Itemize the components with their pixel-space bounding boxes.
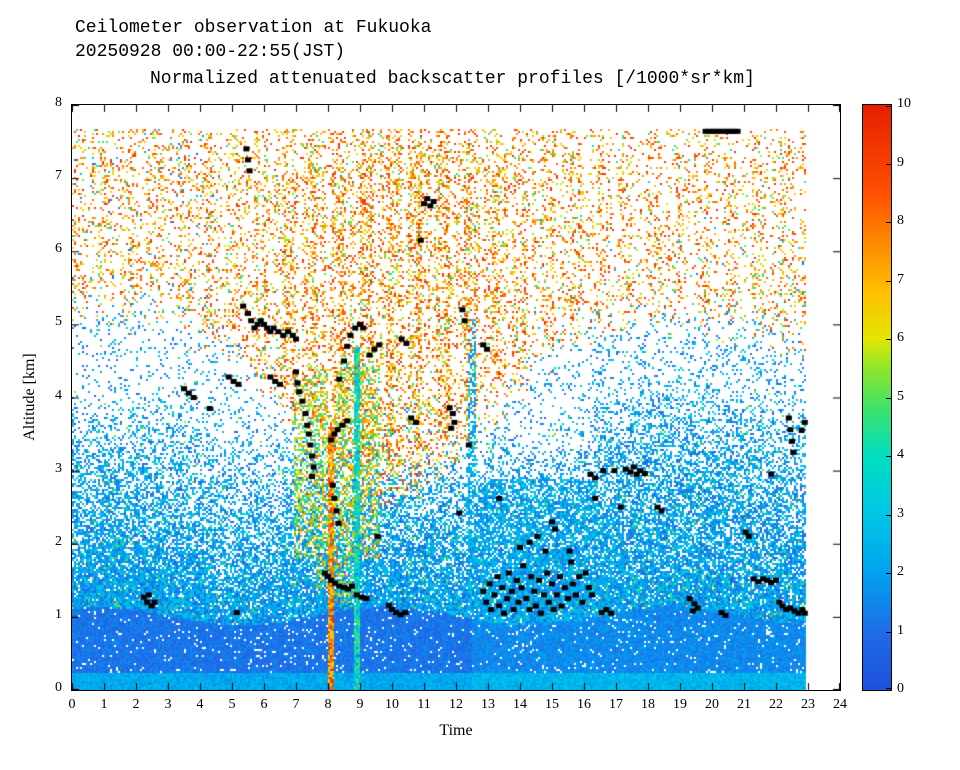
x-axis-label: Time: [439, 722, 473, 739]
x-tick-label: 6: [260, 697, 268, 712]
colorbar-tick-label: 6: [897, 330, 904, 345]
x-tick-label: 16: [577, 697, 591, 712]
x-tick-label: 23: [801, 697, 815, 712]
colorbar-tick-label: 4: [897, 447, 904, 462]
colorbar-tick-mark: [886, 456, 891, 457]
plot-title-line3: Normalized attenuated backscatter profil…: [150, 69, 755, 89]
y-tick-label: 3: [55, 460, 62, 476]
x-tick-label: 3: [164, 697, 172, 712]
colorbar-tick-mark: [886, 573, 891, 574]
x-tick-label: 7: [292, 697, 300, 712]
colorbar-tick-mark: [886, 688, 891, 689]
x-tick-label: 1: [100, 697, 108, 712]
colorbar-tick-label: 10: [897, 96, 911, 111]
x-tick-label: 18: [641, 697, 655, 712]
x-tick-label: 19: [673, 697, 687, 712]
x-tick-label: 21: [737, 697, 751, 712]
colorbar-tick-label: 7: [897, 271, 904, 287]
backscatter-heatmap-canvas: [71, 104, 841, 691]
colorbar-tick-mark: [886, 397, 891, 399]
plot-title-line1: Ceilometer observation at Fukuoka: [75, 18, 432, 38]
colorbar-tick-label: 2: [897, 564, 904, 579]
x-tick-label: 2: [132, 697, 140, 712]
y-tick-label: 8: [55, 95, 62, 110]
colorbar-tick-label: 1: [897, 622, 904, 638]
colorbar-tick-label: 9: [897, 154, 904, 170]
x-tick-label: 8: [324, 697, 332, 712]
y-tick-label: 1: [55, 606, 62, 622]
colorbar-tick-label: 5: [897, 388, 904, 404]
y-tick-label: 2: [55, 533, 62, 549]
x-tick-label: 14: [513, 697, 527, 712]
colorbar-tick-mark: [886, 280, 891, 282]
colorbar-tick-mark: [886, 339, 891, 340]
colorbar-tick-mark: [886, 631, 891, 633]
x-tick-label: 20: [705, 697, 719, 712]
x-tick-label: 15: [545, 697, 559, 712]
colorbar-tick-mark: [886, 514, 891, 516]
colorbar-tick-label: 3: [897, 505, 904, 521]
y-tick-label: 4: [55, 387, 62, 403]
y-tick-label: 5: [55, 314, 62, 330]
colorbar-tick-mark: [886, 222, 891, 223]
colorbar-tick-label: 0: [897, 681, 904, 696]
x-tick-label: 17: [609, 697, 623, 712]
x-tick-label: 9: [356, 697, 364, 712]
x-tick-label: 22: [769, 697, 783, 712]
plot-title-line2: 20250928 00:00-22:55(JST): [75, 42, 346, 62]
x-tick-label: 5: [228, 697, 236, 712]
y-tick-label: 0: [55, 680, 62, 695]
colorbar-tick-mark: [886, 106, 891, 107]
x-tick-label: 4: [196, 697, 204, 712]
x-tick-label: 11: [417, 697, 431, 712]
x-tick-label: 12: [449, 697, 463, 712]
colorbar-tick-label: 8: [897, 213, 904, 228]
y-tick-label: 7: [55, 168, 62, 184]
x-tick-label: 10: [385, 697, 399, 712]
x-tick-label: 24: [833, 697, 847, 712]
x-tick-label: 13: [481, 697, 495, 712]
colorbar-tick-mark: [886, 163, 891, 165]
x-tick-label: 0: [68, 697, 76, 712]
colorbar: [862, 104, 892, 691]
y-tick-label: 6: [55, 241, 62, 257]
